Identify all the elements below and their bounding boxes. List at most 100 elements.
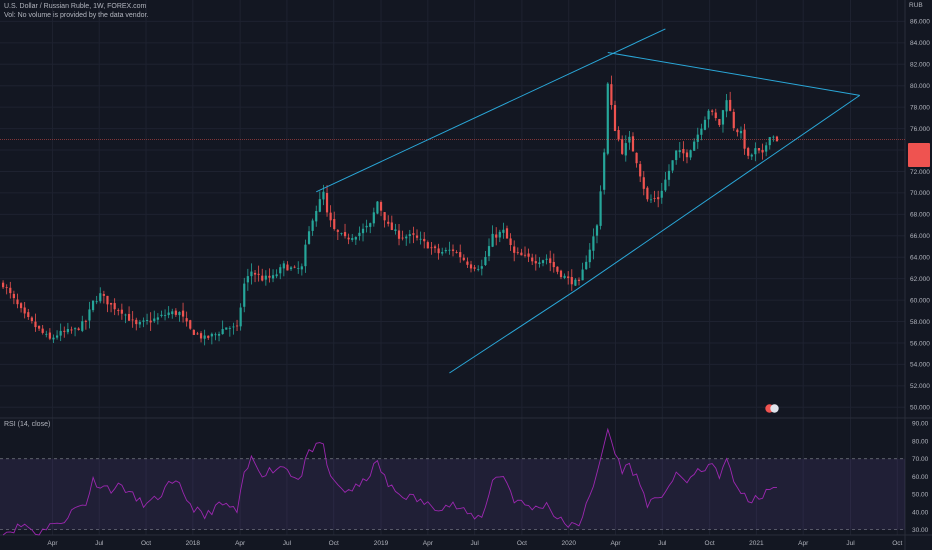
candle-body[interactable] bbox=[520, 252, 523, 256]
candle-body[interactable] bbox=[603, 152, 606, 190]
candle-body[interactable] bbox=[113, 303, 116, 310]
candle-body[interactable] bbox=[721, 110, 725, 125]
candle-body[interactable] bbox=[153, 318, 156, 322]
candle-body[interactable] bbox=[207, 335, 210, 338]
candle-body[interactable] bbox=[181, 310, 185, 317]
candle-body[interactable] bbox=[297, 268, 300, 270]
candle-body[interactable] bbox=[279, 267, 282, 274]
candle-body[interactable] bbox=[232, 326, 235, 328]
candle-body[interactable] bbox=[189, 320, 192, 329]
candle-body[interactable] bbox=[581, 269, 584, 281]
candle-body[interactable] bbox=[390, 222, 393, 230]
candle-body[interactable] bbox=[495, 234, 498, 238]
candle-body[interactable] bbox=[405, 236, 408, 239]
candle-body[interactable] bbox=[433, 246, 437, 249]
candle-body[interactable] bbox=[91, 300, 95, 311]
candle-body[interactable] bbox=[527, 253, 530, 257]
candle-body[interactable] bbox=[419, 238, 422, 240]
candle-body[interactable] bbox=[253, 272, 257, 275]
candle-body[interactable] bbox=[682, 149, 685, 154]
candle-body[interactable] bbox=[541, 260, 545, 264]
candle-body[interactable] bbox=[736, 129, 739, 133]
candle-body[interactable] bbox=[289, 267, 293, 270]
candle-body[interactable] bbox=[275, 274, 278, 277]
candle-body[interactable] bbox=[210, 333, 213, 337]
candle-body[interactable] bbox=[775, 136, 779, 142]
candle-body[interactable] bbox=[354, 237, 357, 240]
symbol-title[interactable]: U.S. Dollar / Russian Ruble, 1W, FOREX.c… bbox=[4, 3, 147, 10]
candle-body[interactable] bbox=[675, 150, 678, 161]
candle-body[interactable] bbox=[264, 275, 267, 280]
candle-body[interactable] bbox=[761, 149, 764, 153]
candle-body[interactable] bbox=[300, 266, 303, 270]
candle-body[interactable] bbox=[725, 100, 728, 112]
candle-body[interactable] bbox=[714, 112, 717, 119]
candle-body[interactable] bbox=[707, 110, 710, 120]
candle-body[interactable] bbox=[282, 263, 285, 269]
candle-body[interactable] bbox=[138, 321, 141, 325]
candle-body[interactable] bbox=[502, 229, 505, 233]
candle-body[interactable] bbox=[171, 311, 174, 315]
price-pane[interactable] bbox=[0, 28, 905, 374]
candle-body[interactable] bbox=[473, 267, 476, 269]
candle-body[interactable] bbox=[466, 261, 469, 265]
candle-body[interactable] bbox=[498, 231, 501, 238]
rsi-axis[interactable]: 90.00 80.00 70.00 60.00 50.00 40.00 30.00 bbox=[912, 421, 929, 534]
candle-body[interactable] bbox=[372, 212, 375, 224]
candle-body[interactable] bbox=[491, 233, 494, 247]
candle-body[interactable] bbox=[167, 312, 170, 316]
candle-body[interactable] bbox=[34, 321, 37, 328]
candle-body[interactable] bbox=[106, 295, 109, 305]
candle-body[interactable] bbox=[703, 119, 707, 130]
candle-body[interactable] bbox=[649, 199, 653, 201]
candle-body[interactable] bbox=[135, 319, 138, 325]
candle-body[interactable] bbox=[268, 275, 271, 278]
candle-body[interactable] bbox=[549, 258, 552, 264]
candle-body[interactable] bbox=[660, 190, 663, 198]
candle-body[interactable] bbox=[657, 197, 660, 200]
rsi-line[interactable] bbox=[2, 427, 778, 536]
candle-body[interactable] bbox=[192, 329, 195, 335]
candle-body[interactable] bbox=[304, 244, 307, 267]
candle-body[interactable] bbox=[84, 320, 87, 322]
candle-body[interactable] bbox=[563, 275, 566, 278]
candle-body[interactable] bbox=[739, 130, 743, 134]
candle-body[interactable] bbox=[448, 249, 451, 251]
candle-body[interactable] bbox=[109, 302, 113, 305]
candle-body[interactable] bbox=[30, 317, 33, 321]
candle-body[interactable] bbox=[95, 301, 98, 303]
candle-body[interactable] bbox=[696, 134, 699, 142]
candle-body[interactable] bbox=[642, 177, 645, 189]
candle-body[interactable] bbox=[401, 237, 404, 239]
trendline-triangle-top[interactable] bbox=[607, 52, 860, 96]
candle-body[interactable] bbox=[340, 233, 343, 235]
candle-body[interactable] bbox=[426, 242, 429, 249]
candle-body[interactable] bbox=[383, 212, 386, 221]
candle-body[interactable] bbox=[469, 264, 473, 269]
candle-body[interactable] bbox=[41, 328, 44, 333]
candle-body[interactable] bbox=[225, 327, 228, 330]
candle-body[interactable] bbox=[768, 137, 771, 146]
candle-body[interactable] bbox=[55, 335, 59, 338]
candle-body[interactable] bbox=[459, 252, 462, 258]
candle-body[interactable] bbox=[246, 276, 249, 283]
candle-body[interactable] bbox=[754, 148, 757, 155]
candle-body[interactable] bbox=[174, 310, 177, 315]
candle-body[interactable] bbox=[131, 319, 134, 321]
candle-body[interactable] bbox=[23, 307, 26, 314]
candle-body[interactable] bbox=[358, 232, 361, 237]
candle-body[interactable] bbox=[376, 201, 379, 214]
candle-body[interactable] bbox=[516, 252, 519, 254]
candle-body[interactable] bbox=[149, 320, 152, 323]
candle-body[interactable] bbox=[9, 287, 12, 294]
price-axis[interactable]: 86.00084.00082.00080.00078.00076.00074.0… bbox=[910, 19, 930, 412]
candle-body[interactable] bbox=[477, 268, 480, 270]
candle-body[interactable] bbox=[765, 145, 768, 152]
candle-body[interactable] bbox=[142, 320, 145, 322]
candle-body[interactable] bbox=[19, 303, 23, 309]
candle-body[interactable] bbox=[505, 228, 509, 239]
rsi-pane[interactable] bbox=[0, 427, 905, 536]
candle-body[interactable] bbox=[325, 192, 329, 213]
candle-body[interactable] bbox=[397, 230, 401, 239]
candle-body[interactable] bbox=[639, 164, 642, 177]
